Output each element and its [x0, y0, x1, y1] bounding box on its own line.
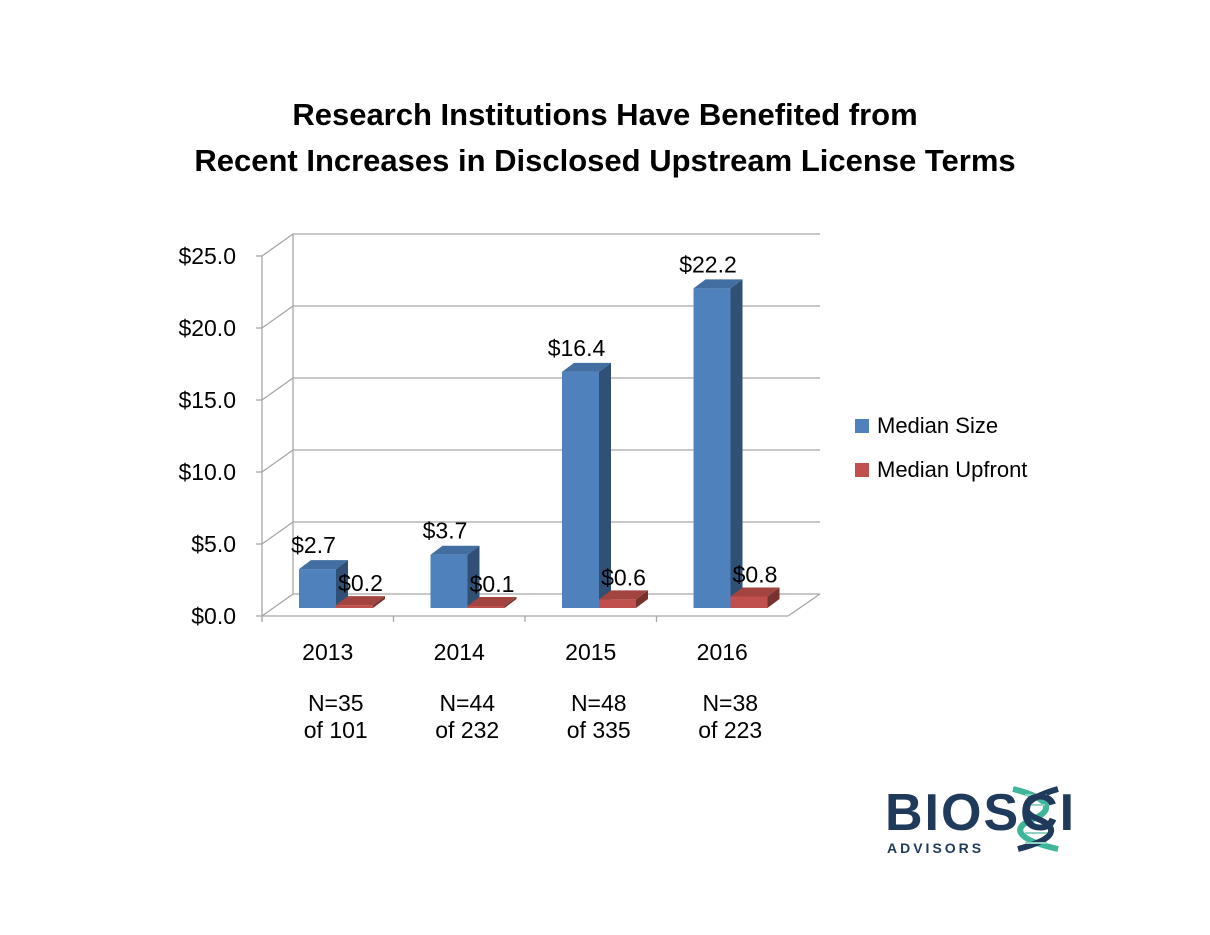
bar-top-median-upfront-2014 — [467, 597, 517, 606]
bar-median-upfront-2014 — [467, 606, 505, 608]
x-tick-label-2016: 2016 — [697, 639, 748, 665]
legend-swatch-median-size — [855, 419, 869, 433]
data-label-median-upfront-2013: $0.2 — [338, 570, 383, 596]
x-note-2016-1: of 223 — [698, 717, 762, 743]
bar-side-median-upfront-2014 — [504, 597, 517, 608]
legend-item-median-upfront: Median Upfront — [855, 448, 1027, 492]
bar-side-median-upfront-2015 — [636, 590, 648, 608]
bar-side-median-size-2016 — [730, 279, 743, 608]
gridline-side-3 — [261, 377, 294, 401]
gridline-side-0 — [261, 593, 294, 617]
bar-side-median-size-2014 — [467, 545, 480, 608]
bar-side-median-upfront-2016 — [767, 587, 780, 608]
x-note-2016-0: N=38 — [702, 690, 758, 716]
y-tick-label-0: $0.0 — [191, 603, 236, 629]
bar-top-median-size-2016 — [693, 279, 743, 289]
x-tick-label-2013: 2013 — [302, 639, 353, 665]
gridline-side-4 — [261, 305, 294, 329]
bar-top-median-upfront-2013 — [336, 596, 385, 606]
x-tick-label-2015: 2015 — [565, 639, 616, 665]
data-label-median-upfront-2014: $0.1 — [470, 571, 515, 597]
bar-side-median-size-2015 — [599, 362, 611, 608]
bar-top-median-size-2013 — [299, 560, 348, 570]
bar-median-size-2013 — [299, 569, 336, 608]
data-label-median-upfront-2016: $0.8 — [733, 561, 778, 587]
x-note-2015-1: of 335 — [567, 717, 631, 743]
y-tick-label-5: $25.0 — [178, 243, 236, 269]
data-label-median-size-2014: $3.7 — [423, 518, 468, 544]
chart-title-line-2: Recent Increases in Disclosed Upstream L… — [194, 143, 1016, 178]
legend-label-median-upfront: Median Upfront — [877, 457, 1028, 482]
x-note-2013-1: of 101 — [304, 717, 368, 743]
bar-side-median-upfront-2013 — [373, 596, 385, 608]
y-tick-label-1: $5.0 — [191, 531, 236, 557]
dna-helix-icon — [1012, 786, 1059, 852]
bar-top-median-size-2014 — [430, 545, 480, 555]
bar-median-upfront-2016 — [730, 596, 768, 608]
x-note-2015-0: N=48 — [571, 690, 627, 716]
x-note-2014-0: N=44 — [439, 690, 495, 716]
bar-median-upfront-2015 — [599, 599, 636, 608]
chart-title-line-1: Research Institutions Have Benefited fro… — [292, 97, 918, 132]
bar-side-median-size-2013 — [336, 560, 348, 608]
chart-title: Research Institutions Have Benefited fro… — [0, 92, 1210, 184]
legend-label-median-size: Median Size — [877, 413, 999, 438]
gridline-side-2 — [261, 449, 294, 473]
gridline-side-5 — [261, 233, 294, 257]
floor-right-edge — [787, 593, 821, 617]
bar-top-median-upfront-2015 — [599, 590, 648, 600]
y-tick-label-3: $15.0 — [178, 387, 236, 413]
bar-median-size-2016 — [693, 288, 731, 608]
bar-top-median-size-2015 — [562, 362, 611, 372]
data-label-median-size-2016: $22.2 — [679, 251, 737, 277]
x-tick-label-2014: 2014 — [434, 639, 485, 665]
legend: Median Size Median Upfront — [855, 404, 1027, 492]
y-tick-label-4: $20.0 — [178, 315, 236, 341]
bar-median-size-2014 — [430, 554, 468, 608]
x-note-2014-1: of 232 — [435, 717, 499, 743]
y-tick-label-2: $10.0 — [178, 459, 236, 485]
gridline-side-1 — [261, 521, 294, 545]
data-label-median-size-2013: $2.7 — [291, 532, 336, 558]
logo-text: BIOSCI — [885, 784, 1077, 842]
x-note-2013-0: N=35 — [308, 690, 364, 716]
data-label-median-upfront-2015: $0.6 — [601, 564, 646, 590]
biosci-logo: BIOSCI ADVISORS — [885, 785, 1135, 860]
bar-top-median-upfront-2016 — [730, 587, 780, 597]
bar-median-size-2015 — [562, 371, 599, 608]
legend-swatch-median-upfront — [855, 463, 869, 477]
logo-subtext: ADVISORS — [887, 840, 985, 856]
bar-median-upfront-2013 — [336, 605, 373, 608]
data-label-median-size-2015: $16.4 — [548, 335, 606, 361]
legend-item-median-size: Median Size — [855, 404, 1027, 448]
